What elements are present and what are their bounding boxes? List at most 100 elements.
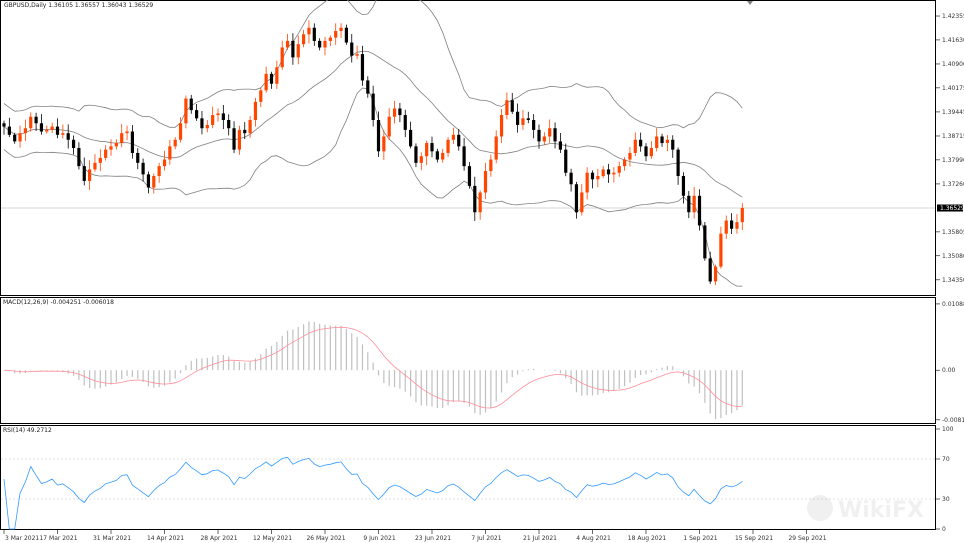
price-axis-label: 1.38715	[942, 133, 964, 140]
price-axis-label: 1.40175	[942, 85, 964, 92]
candle-body-bull	[494, 136, 498, 160]
candle-body-bull	[478, 192, 482, 213]
x-axis-label: 29 Sep 2021	[788, 535, 826, 542]
candle-body-bear	[435, 151, 439, 160]
candle-body-bear	[558, 141, 562, 150]
candle-body-bear	[360, 54, 365, 81]
candle-body-bear	[644, 146, 648, 157]
candle-body-bull	[355, 54, 359, 56]
candle-body-bull	[446, 139, 450, 153]
x-axis-label: 1 Sep 2021	[683, 535, 717, 542]
candle-body-bull	[23, 128, 27, 134]
candle-body-bull	[542, 136, 546, 142]
watermark-text: WikiFX	[838, 498, 924, 523]
candle-body-bull	[104, 149, 108, 158]
candle-body-bear	[414, 146, 418, 163]
candle-body-bull	[29, 116, 33, 129]
candle-body-bear	[660, 136, 664, 144]
candle-body-bear	[606, 169, 611, 175]
candle-body-bull	[419, 156, 423, 163]
candle-body-bear	[366, 80, 370, 94]
candle-body-bull	[275, 67, 279, 84]
candle-body-bear	[676, 149, 680, 177]
candle-body-bull	[157, 166, 161, 177]
candle-body-bear	[569, 172, 573, 185]
candle-body-bull	[623, 159, 627, 167]
candle-body-bear	[457, 134, 461, 147]
candle-body-bull	[735, 222, 739, 229]
x-axis-label: 7 Jul 2021	[471, 535, 501, 542]
macd-pane-frame	[0, 297, 936, 424]
candle-body-bull	[740, 207, 744, 223]
candle-body-bull	[253, 101, 258, 120]
candle-body-bull	[285, 40, 290, 48]
candle-body-bull	[392, 108, 397, 117]
candle-body-bear	[34, 116, 38, 124]
chart-shift-marker-icon[interactable]	[747, 1, 753, 5]
price-axis-label: 1.35805	[942, 229, 964, 236]
candle-body-bear	[516, 111, 520, 125]
candle-body-bear	[687, 195, 691, 213]
rsi-line	[3, 456, 743, 530]
candle-body-bull	[425, 143, 429, 157]
candle-body-bull	[93, 162, 97, 170]
x-axis-label: 14 Apr 2021	[147, 535, 184, 542]
candle-body-bear	[574, 184, 579, 213]
candle-body-bull	[628, 152, 632, 160]
candle-body-bear	[537, 129, 541, 142]
candle-body-bear	[82, 166, 86, 181]
rsi-axis-label: 100	[942, 426, 954, 433]
x-axis-label: 31 Mar 2021	[93, 535, 131, 542]
candle-body-bull	[178, 123, 183, 140]
candle-body-bear	[730, 220, 734, 229]
candle-body-bear	[312, 27, 316, 41]
candle-body-bull	[264, 73, 268, 91]
macd-signal-line	[3, 326, 743, 409]
candle-body-bull	[248, 119, 252, 134]
candle-body-bear	[2, 123, 6, 127]
candle-body-bull	[724, 220, 728, 234]
rsi-pane-frame	[0, 425, 936, 530]
x-axis-label: 26 May 2021	[306, 535, 345, 542]
candle-body-bear	[141, 162, 145, 175]
candle-body-bear	[39, 123, 44, 132]
wikifx-logo-icon	[807, 495, 833, 521]
candle-body-bear	[462, 146, 466, 167]
price-axis-label: 1.42355	[942, 13, 964, 20]
candle-body-bull	[649, 148, 653, 157]
candle-body-bear	[671, 139, 675, 150]
candle-body-bull	[612, 172, 616, 175]
candle-body-bear	[467, 166, 472, 186]
candle-body-bear	[430, 143, 434, 152]
x-axis-label: 12 May 2021	[253, 535, 292, 542]
candle-body-bull	[98, 157, 102, 163]
candle-body-bull	[18, 133, 22, 142]
candle-body-bear	[130, 131, 134, 153]
candle-body-bull	[499, 115, 504, 137]
candle-body-bull	[152, 176, 156, 188]
candle-body-bear	[13, 134, 17, 142]
candle-body-bull	[109, 146, 113, 150]
candle-body-bear	[243, 129, 247, 134]
candle-body-bull	[211, 115, 215, 125]
candle-body-bear	[195, 110, 199, 119]
candle-body-bear	[697, 195, 702, 226]
candle-body-bear	[403, 115, 407, 130]
candle-body-bear	[344, 27, 348, 43]
candle-body-bull	[173, 139, 177, 147]
candle-body-bull	[302, 34, 306, 45]
price-axis-label: 1.37260	[942, 181, 964, 188]
wikifx-watermark: WikiFX	[807, 495, 924, 523]
x-axis-label: 18 Aug 2021	[628, 535, 667, 542]
main-pane-frame	[0, 0, 936, 296]
x-axis-label: 15 Sep 2021	[735, 535, 773, 542]
candle-body-bull	[441, 152, 445, 160]
rsi-label: RSI(14) 49.2712	[3, 427, 52, 434]
x-axis-label: 9 Jun 2021	[363, 535, 395, 542]
candle-body-bull	[665, 139, 669, 144]
bollinger-upper-band	[3, 0, 743, 129]
candle-body-bull	[88, 169, 92, 181]
candle-body-bear	[708, 258, 712, 282]
